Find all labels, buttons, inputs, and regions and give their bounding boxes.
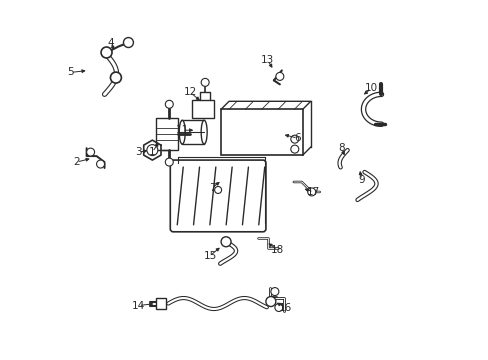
Text: 10: 10 [364,84,377,93]
Circle shape [86,148,94,156]
Circle shape [290,135,298,143]
FancyBboxPatch shape [170,160,265,232]
Text: 15: 15 [203,251,216,261]
Circle shape [307,188,315,196]
Bar [156,118,178,150]
Text: 3: 3 [135,147,142,157]
Text: 7: 7 [208,183,215,193]
Text: 9: 9 [358,175,364,185]
Text: 8: 8 [338,143,344,153]
Ellipse shape [179,120,185,144]
Text: 13: 13 [261,55,274,66]
Text: 11: 11 [175,125,188,135]
Text: 17: 17 [306,187,320,197]
Circle shape [275,72,283,80]
Text: 12: 12 [183,87,197,97]
Circle shape [290,145,298,153]
Circle shape [265,297,275,306]
Text: 14: 14 [132,301,145,311]
Text: 16: 16 [279,302,292,312]
Text: 6: 6 [294,133,301,143]
Circle shape [165,100,173,108]
Text: 4: 4 [107,37,114,48]
Text: 2: 2 [73,157,80,167]
Ellipse shape [201,120,207,144]
Circle shape [221,237,230,247]
Circle shape [96,160,104,168]
Bar [221,109,302,155]
Circle shape [123,37,133,48]
Circle shape [274,303,282,311]
Circle shape [201,78,209,86]
Bar [156,298,166,310]
Circle shape [110,72,121,83]
Text: 5: 5 [67,67,74,77]
Circle shape [146,145,158,156]
Circle shape [101,47,112,58]
Circle shape [270,288,278,296]
Circle shape [214,186,221,193]
Bar [182,120,203,144]
Text: 18: 18 [271,245,284,255]
Circle shape [165,158,173,166]
Bar [192,100,214,118]
Text: 1: 1 [149,147,155,157]
